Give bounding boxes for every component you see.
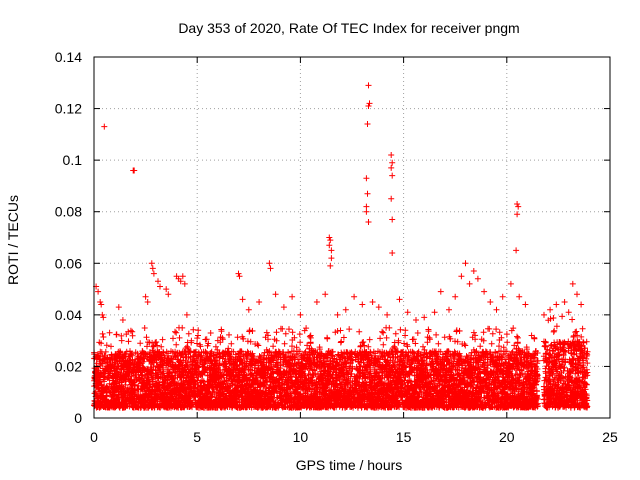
- x-tick-label: 5: [193, 429, 201, 445]
- chart-title: Day 353 of 2020, Rate Of TEC Index for r…: [178, 20, 519, 36]
- y-tick-label: 0.04: [55, 307, 82, 323]
- y-tick-label: 0.06: [55, 255, 82, 271]
- y-tick-label: 0.1: [63, 152, 83, 168]
- x-tick-label: 15: [396, 429, 412, 445]
- x-axis-label: GPS time / hours: [296, 457, 403, 473]
- x-tick-label: 10: [293, 429, 309, 445]
- axis-ticks: 0 5 10 15 20 25 0 0.02 0.04 0.06 0.08 0.1 0.12 0.14: [55, 49, 618, 445]
- x-tick-label: 0: [90, 429, 98, 445]
- y-tick-label: 0: [74, 410, 82, 426]
- x-tick-label: 25: [602, 429, 618, 445]
- y-axis-label: ROTI / TECUs: [5, 195, 21, 285]
- y-tick-label: 0.14: [55, 49, 82, 65]
- y-tick-label: 0.02: [55, 358, 82, 374]
- plot-frame: [93, 56, 611, 419]
- y-tick-label: 0.08: [55, 204, 82, 220]
- x-tick-label: 20: [499, 429, 515, 445]
- y-tick-label: 0.12: [55, 101, 82, 117]
